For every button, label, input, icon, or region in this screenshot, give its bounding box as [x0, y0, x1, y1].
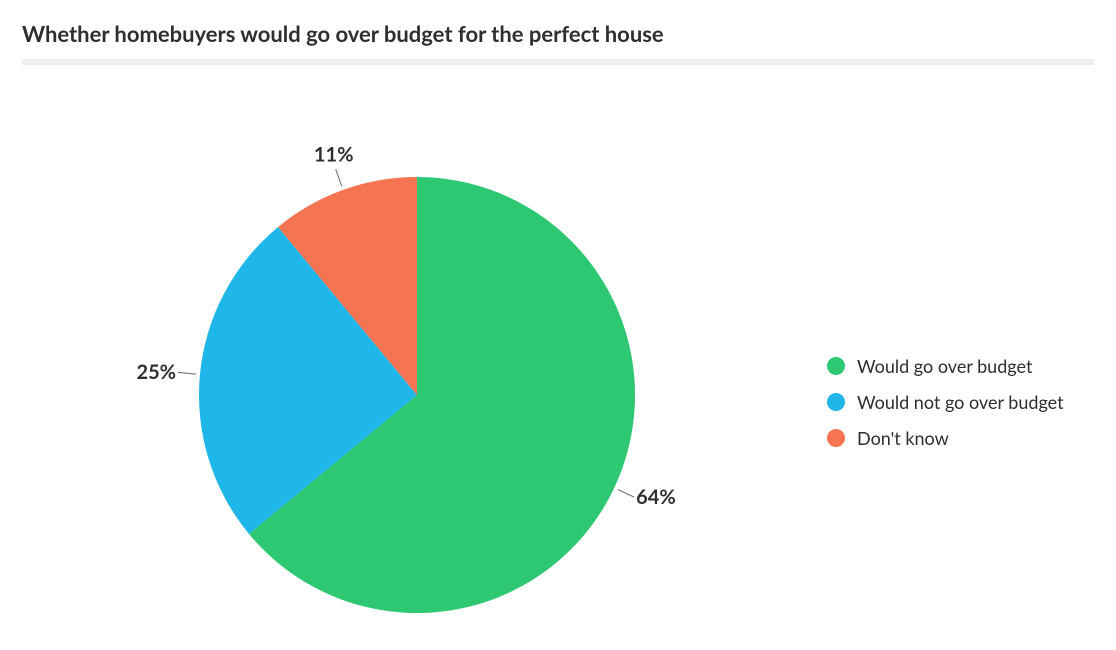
legend-dot-icon — [827, 393, 845, 411]
legend-dot-icon — [827, 429, 845, 447]
title-divider — [22, 59, 1094, 65]
legend-label: Don't know — [857, 427, 949, 449]
legend: Would go over budget Would not go over bu… — [827, 355, 1064, 463]
chart-area: 64% 25% 11% Would go over budget Would not … — [22, 75, 1094, 635]
legend-label: Would go over budget — [857, 355, 1032, 377]
legend-label: Would not go over budget — [857, 391, 1064, 413]
legend-item: Don't know — [827, 427, 1064, 449]
leader-line — [178, 372, 196, 374]
chart-container: Whether homebuyers would go over budget … — [0, 0, 1116, 650]
chart-title: Whether homebuyers would go over budget … — [22, 20, 1094, 47]
leader-line — [618, 490, 634, 498]
legend-item: Would not go over budget — [827, 391, 1064, 413]
slice-label: 25% — [136, 360, 176, 384]
legend-dot-icon — [827, 357, 845, 375]
slice-label: 11% — [314, 143, 354, 167]
legend-item: Would go over budget — [827, 355, 1064, 377]
slice-label: 64% — [636, 485, 676, 509]
leader-line — [336, 169, 342, 186]
